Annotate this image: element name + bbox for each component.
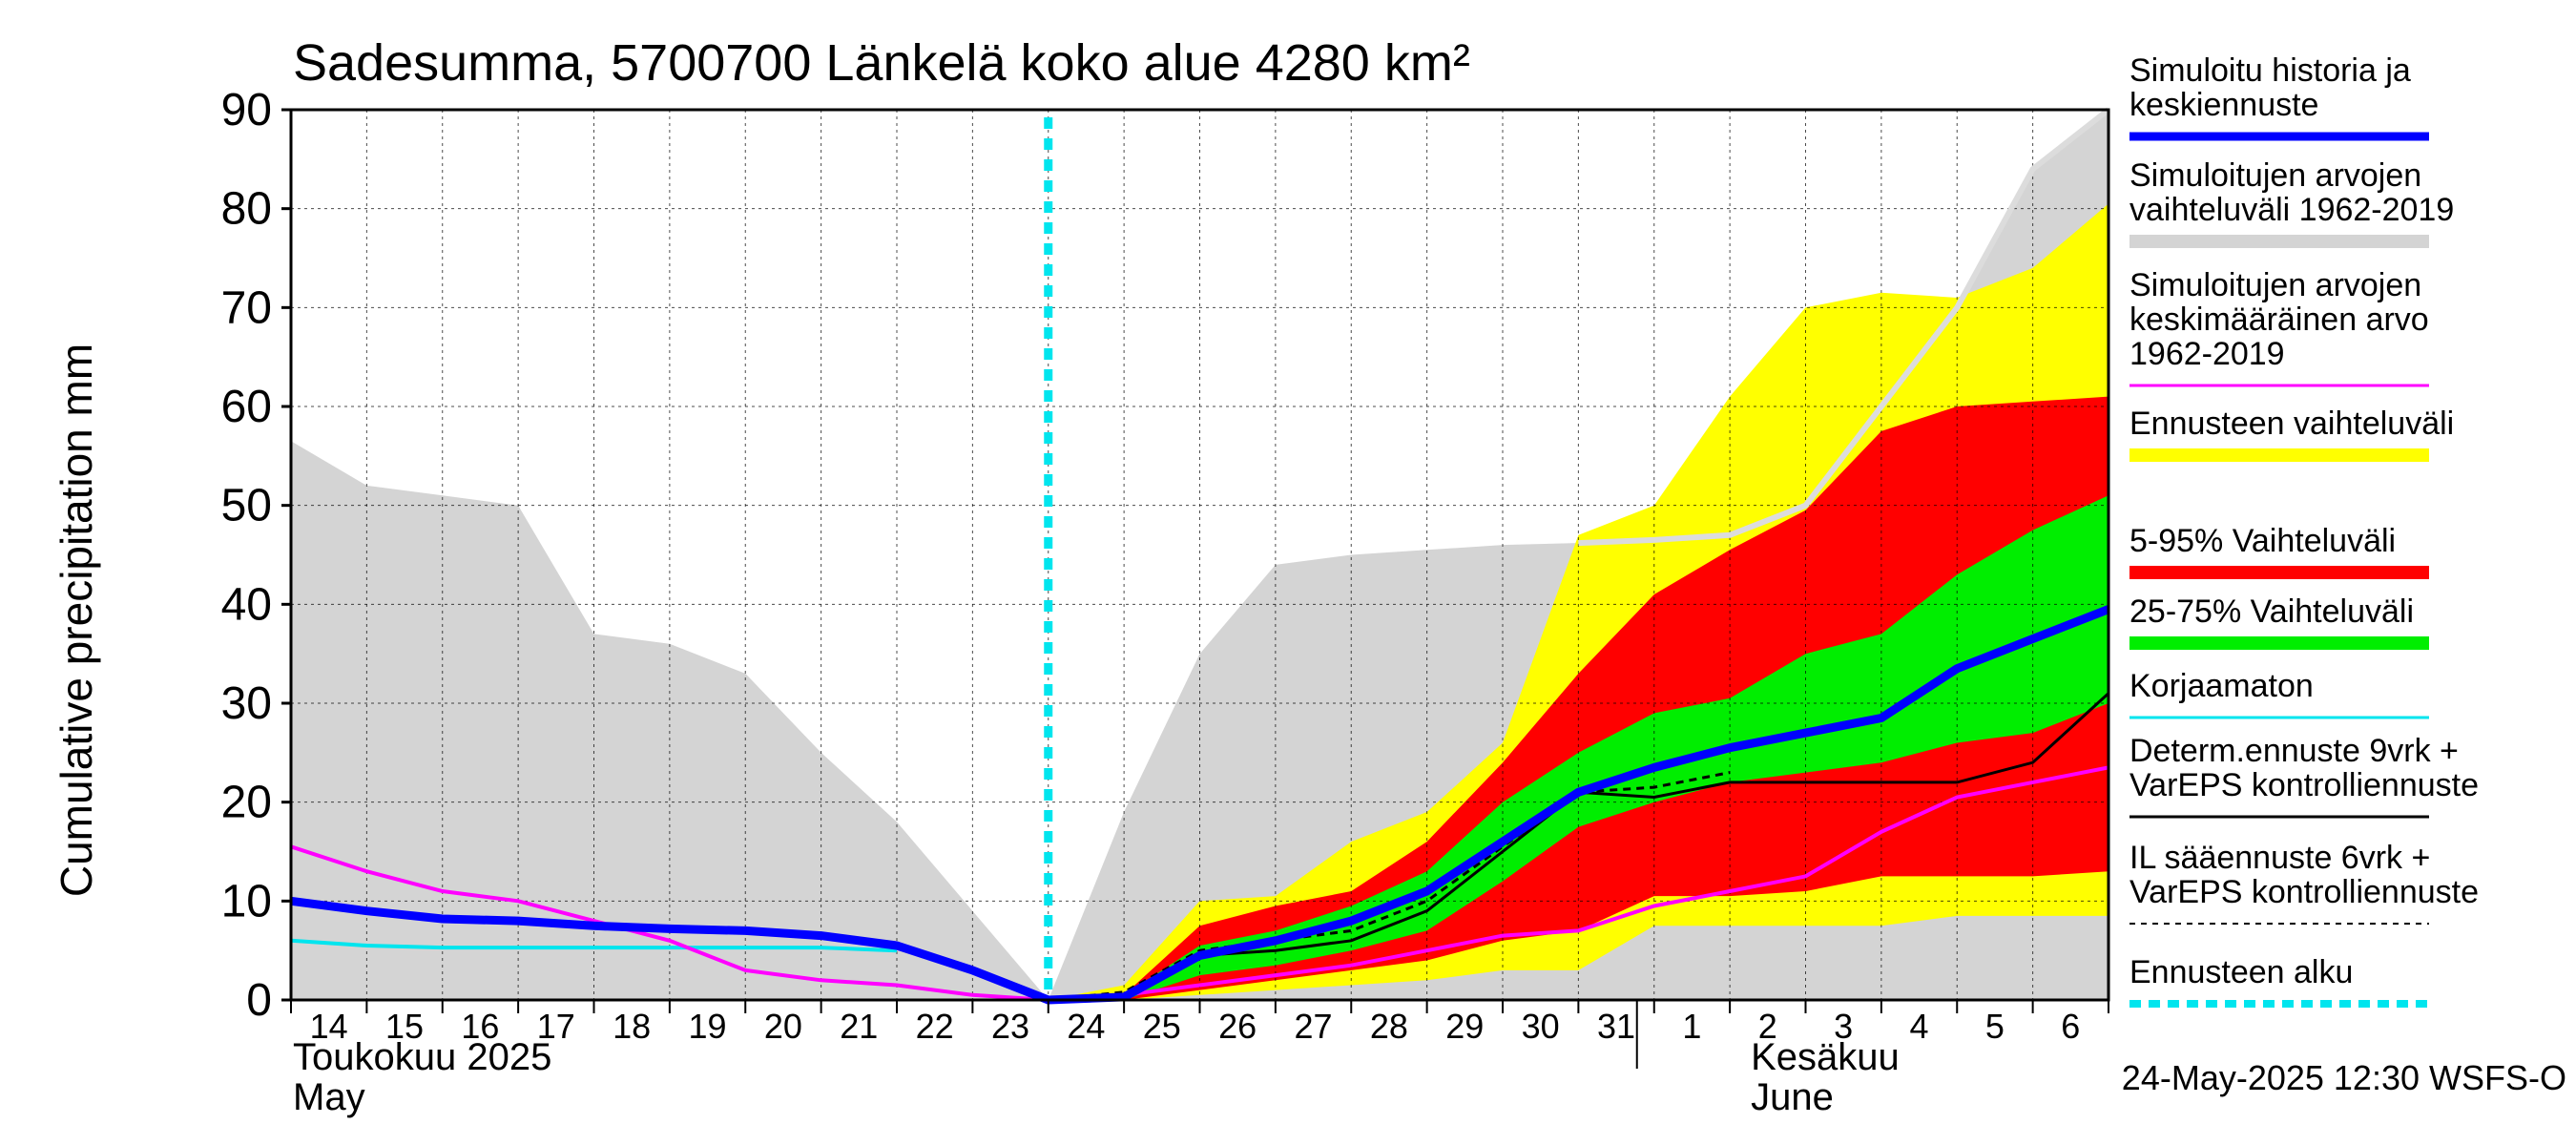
x-tick-label: 28 bbox=[1370, 1007, 1408, 1046]
x-tick-label: 5 bbox=[1985, 1007, 2005, 1046]
x-tick-label: 29 bbox=[1445, 1007, 1484, 1046]
simulated-mean-line bbox=[290, 605, 2110, 1005]
x-tick-label: 25 bbox=[1143, 1007, 1181, 1046]
y-tick-label: 30 bbox=[221, 678, 272, 729]
chart-title: Sadesumma, 5700700 Länkelä koko alue 428… bbox=[293, 34, 1470, 92]
x-tick-label: 20 bbox=[764, 1007, 802, 1046]
x-tick-label: 14 bbox=[310, 1007, 348, 1046]
x-tick-label: 21 bbox=[840, 1007, 878, 1046]
x-tick-label: 23 bbox=[991, 1007, 1029, 1046]
x-tick-label: 26 bbox=[1218, 1007, 1257, 1046]
y-tick-label: 90 bbox=[221, 85, 272, 135]
y-tick-label: 70 bbox=[221, 282, 272, 333]
legend-label: Simuloitujen arvojen bbox=[2129, 267, 2421, 303]
legend-label: Determ.ennuste 9vrk + bbox=[2129, 733, 2459, 769]
legend-label: Ennusteen vaihteluväli bbox=[2129, 406, 2454, 442]
x-tick-label: 4 bbox=[1910, 1007, 1929, 1046]
x-tick-label: 1 bbox=[1682, 1007, 1701, 1046]
x-tick-label: 3 bbox=[1834, 1007, 1853, 1046]
x-tick-label: 2 bbox=[1758, 1007, 1777, 1046]
legend-label: VarEPS kontrolliennuste bbox=[2129, 874, 2479, 910]
y-axis-label: Cumulative precipitation mm bbox=[52, 344, 101, 897]
y-tick-label: 0 bbox=[246, 975, 272, 1026]
legend-label: 1962-2019 bbox=[2129, 336, 2285, 372]
legend-label: IL sääennuste 6vrk + bbox=[2129, 840, 2430, 876]
p25-75-band bbox=[1048, 495, 2109, 1000]
x-tick-label: 31 bbox=[1597, 1007, 1635, 1046]
x-tick-label: 17 bbox=[537, 1007, 575, 1046]
x-tick-label: 19 bbox=[689, 1007, 727, 1046]
x-tick-label: 16 bbox=[461, 1007, 499, 1046]
plot-area bbox=[290, 107, 2110, 1005]
y-tick-label: 60 bbox=[221, 382, 272, 432]
legend-label: Ennusteen alku bbox=[2129, 954, 2353, 990]
legend-label: 25-75% Vaihteluväli bbox=[2129, 593, 2414, 630]
legend-label: VarEPS kontrolliennuste bbox=[2129, 767, 2479, 803]
legend-label: 5-95% Vaihteluväli bbox=[2129, 523, 2396, 559]
footer-timestamp: 24-May-2025 12:30 WSFS-O bbox=[2122, 1058, 2566, 1097]
y-tick-label: 20 bbox=[221, 778, 272, 828]
legend-label: Simuloitu historia ja bbox=[2129, 52, 2411, 89]
legend-label: Korjaamaton bbox=[2129, 668, 2314, 704]
il-forecast-line bbox=[1048, 771, 1731, 1002]
x-tick-label: 27 bbox=[1295, 1007, 1333, 1046]
x-tick-label: 6 bbox=[2061, 1007, 2080, 1046]
legend-label: Simuloitujen arvojen bbox=[2129, 157, 2421, 194]
x-tick-label: 22 bbox=[916, 1007, 954, 1046]
legend-label: keskiennuste bbox=[2129, 87, 2318, 123]
legend-label: keskimääräinen arvo bbox=[2129, 302, 2429, 338]
historical-range-upper-line bbox=[1578, 107, 2110, 547]
x-tick-label: 15 bbox=[385, 1007, 424, 1046]
month-label-fi: Toukokuu 2025 bbox=[293, 1036, 551, 1078]
historical-mean-line bbox=[290, 765, 2109, 1003]
month-label-en: May bbox=[293, 1076, 365, 1118]
x-tick-label: 30 bbox=[1522, 1007, 1560, 1046]
uncorrected-line bbox=[290, 938, 898, 953]
x-tick-label: 24 bbox=[1067, 1007, 1105, 1046]
y-tick-label: 10 bbox=[221, 876, 272, 926]
legend-label: vaihteluväli 1962-2019 bbox=[2129, 192, 2454, 228]
y-tick-label: 80 bbox=[221, 184, 272, 235]
x-tick-label: 18 bbox=[613, 1007, 651, 1046]
y-tick-label: 50 bbox=[221, 481, 272, 531]
y-tick-label: 40 bbox=[221, 579, 272, 630]
month-label-fi: Kesäkuu bbox=[1751, 1036, 1900, 1078]
month-label-en: June bbox=[1751, 1076, 1834, 1118]
